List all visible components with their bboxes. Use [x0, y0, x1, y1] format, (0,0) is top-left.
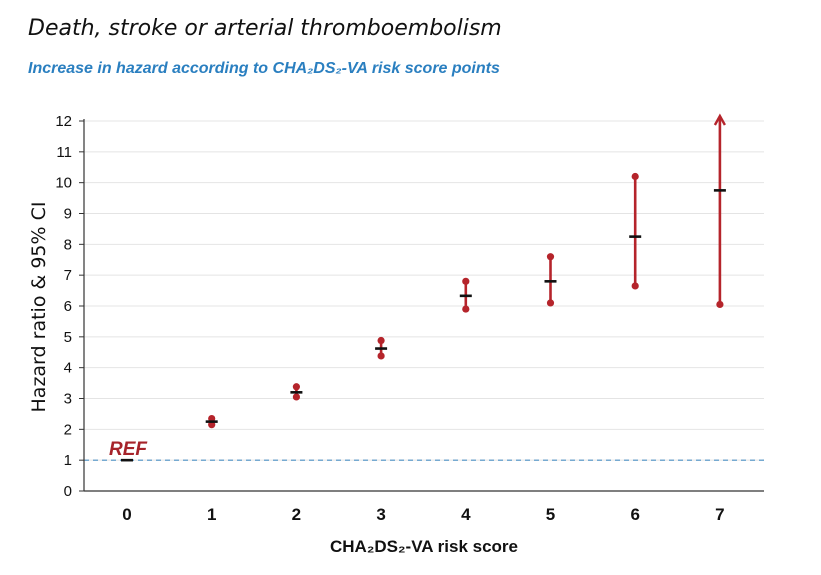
x-tick-label: 0 — [122, 505, 131, 524]
y-tick-label: 6 — [64, 298, 72, 315]
ci-upper-cap — [631, 172, 639, 181]
y-tick-label: 11 — [56, 144, 72, 161]
y-tick-label: 8 — [64, 236, 72, 253]
x-tick-label: 2 — [292, 505, 301, 524]
x-tick-label: 1 — [207, 505, 216, 524]
y-tick-label: 4 — [64, 360, 72, 377]
y-tick-label: 3 — [64, 391, 72, 408]
ci-lower-cap — [377, 352, 385, 360]
y-tick-label: 7 — [64, 267, 72, 284]
x-tick-label: 3 — [376, 505, 385, 524]
ci-lower-cap — [631, 282, 639, 290]
ci-lower-cap — [546, 299, 555, 307]
ci-upper-cap — [377, 336, 385, 345]
y-tick-label: 2 — [64, 421, 72, 438]
y-axis-label: Hazard ratio & 95% CI — [28, 202, 50, 413]
x-tick-label: 7 — [715, 505, 724, 524]
x-tick-label: 5 — [546, 505, 555, 524]
x-tick-label: 4 — [461, 505, 471, 524]
y-tick-label: 1 — [64, 452, 72, 469]
y-tick-label: 10 — [55, 175, 72, 192]
reference-label: REF — [109, 439, 148, 460]
ci-upper-arrow — [713, 113, 726, 126]
ci-upper-cap — [292, 383, 300, 391]
x-tick-label: 6 — [630, 505, 639, 524]
ci-upper-cap — [462, 277, 470, 285]
ci-lower-cap — [716, 300, 724, 309]
y-tick-label: 12 — [55, 113, 72, 130]
y-tick-label: 0 — [64, 483, 72, 500]
chart-subtitle: Increase in hazard according to CHA₂DS₂-… — [28, 60, 500, 77]
x-axis-label: CHA₂DS₂-VA risk score — [330, 537, 518, 556]
chart-title: Death, stroke or arterial thromboembolis… — [28, 16, 502, 41]
y-tick-label: 5 — [64, 329, 72, 346]
ci-upper-cap — [546, 253, 555, 261]
ci-lower-cap — [462, 305, 470, 313]
ci-lower-cap — [292, 393, 300, 401]
y-tick-label: 9 — [64, 206, 72, 223]
